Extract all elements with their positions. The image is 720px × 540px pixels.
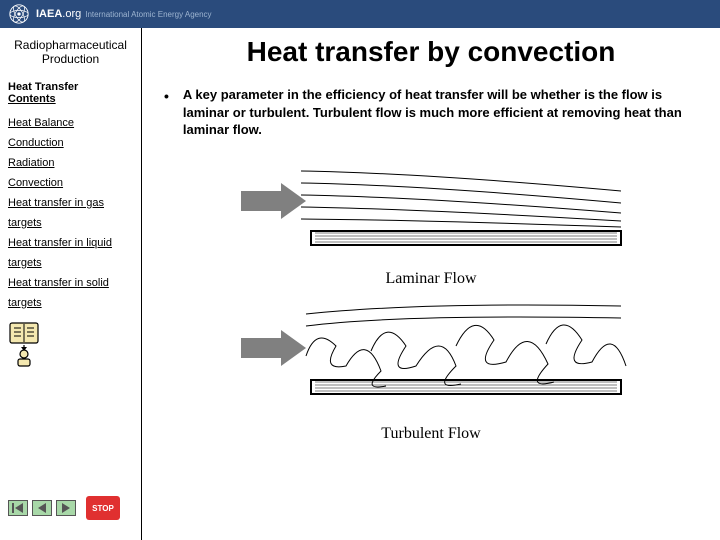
nav-controls: STOP: [8, 496, 133, 530]
book-person-icon: [8, 321, 52, 367]
nav-link-radiation[interactable]: Radiation: [8, 157, 133, 169]
turbulent-diagram: Turbulent Flow: [221, 296, 641, 443]
nav-link-convection[interactable]: Convection: [8, 177, 133, 189]
nav-link-gas-targets[interactable]: targets: [8, 217, 133, 229]
bullet-item: • A key parameter in the efficiency of h…: [160, 86, 702, 139]
nav-next-button[interactable]: [56, 500, 76, 516]
header-subtitle: International Atomic Energy Agency: [85, 10, 211, 19]
nav-first-button[interactable]: [8, 500, 28, 516]
sidebar-contents-link[interactable]: Contents: [8, 93, 133, 105]
page-title: Heat transfer by convection: [160, 36, 702, 68]
media-icon-group: [8, 321, 133, 367]
nav-link-conduction[interactable]: Conduction: [8, 137, 133, 149]
sidebar-section-heading: Heat Transfer: [8, 81, 133, 93]
stop-button[interactable]: STOP: [86, 496, 120, 520]
nav-link-heat-balance[interactable]: Heat Balance: [8, 117, 133, 129]
nav-link-liquid-targets[interactable]: targets: [8, 257, 133, 269]
sidebar-nav: Heat Balance Conduction Radiation Convec…: [8, 117, 133, 317]
bullet-marker: •: [164, 88, 169, 104]
nav-link-liquid[interactable]: Heat transfer in liquid: [8, 237, 133, 249]
nav-link-gas[interactable]: Heat transfer in gas: [8, 197, 133, 209]
nav-prev-button[interactable]: [32, 500, 52, 516]
bullet-text: A key parameter in the efficiency of hea…: [183, 86, 698, 139]
nav-link-solid[interactable]: Heat transfer in solid: [8, 277, 133, 289]
nav-link-solid-targets[interactable]: targets: [8, 297, 133, 309]
header-bar: IAEA.org International Atomic Energy Age…: [0, 0, 720, 28]
page-layout: Radiopharmaceutical Production Heat Tran…: [0, 28, 720, 540]
main-content: Heat transfer by convection • A key para…: [142, 28, 720, 540]
laminar-diagram: Laminar Flow: [221, 161, 641, 288]
iaea-logo-icon: [8, 3, 30, 25]
laminar-label: Laminar Flow: [221, 270, 641, 288]
diagram-area: Laminar Flow: [160, 161, 702, 443]
sidebar: Radiopharmaceutical Production Heat Tran…: [0, 28, 142, 540]
turbulent-label: Turbulent Flow: [221, 425, 641, 443]
sidebar-title: Radiopharmaceutical Production: [8, 38, 133, 67]
header-org: IAEA.org: [36, 8, 81, 20]
